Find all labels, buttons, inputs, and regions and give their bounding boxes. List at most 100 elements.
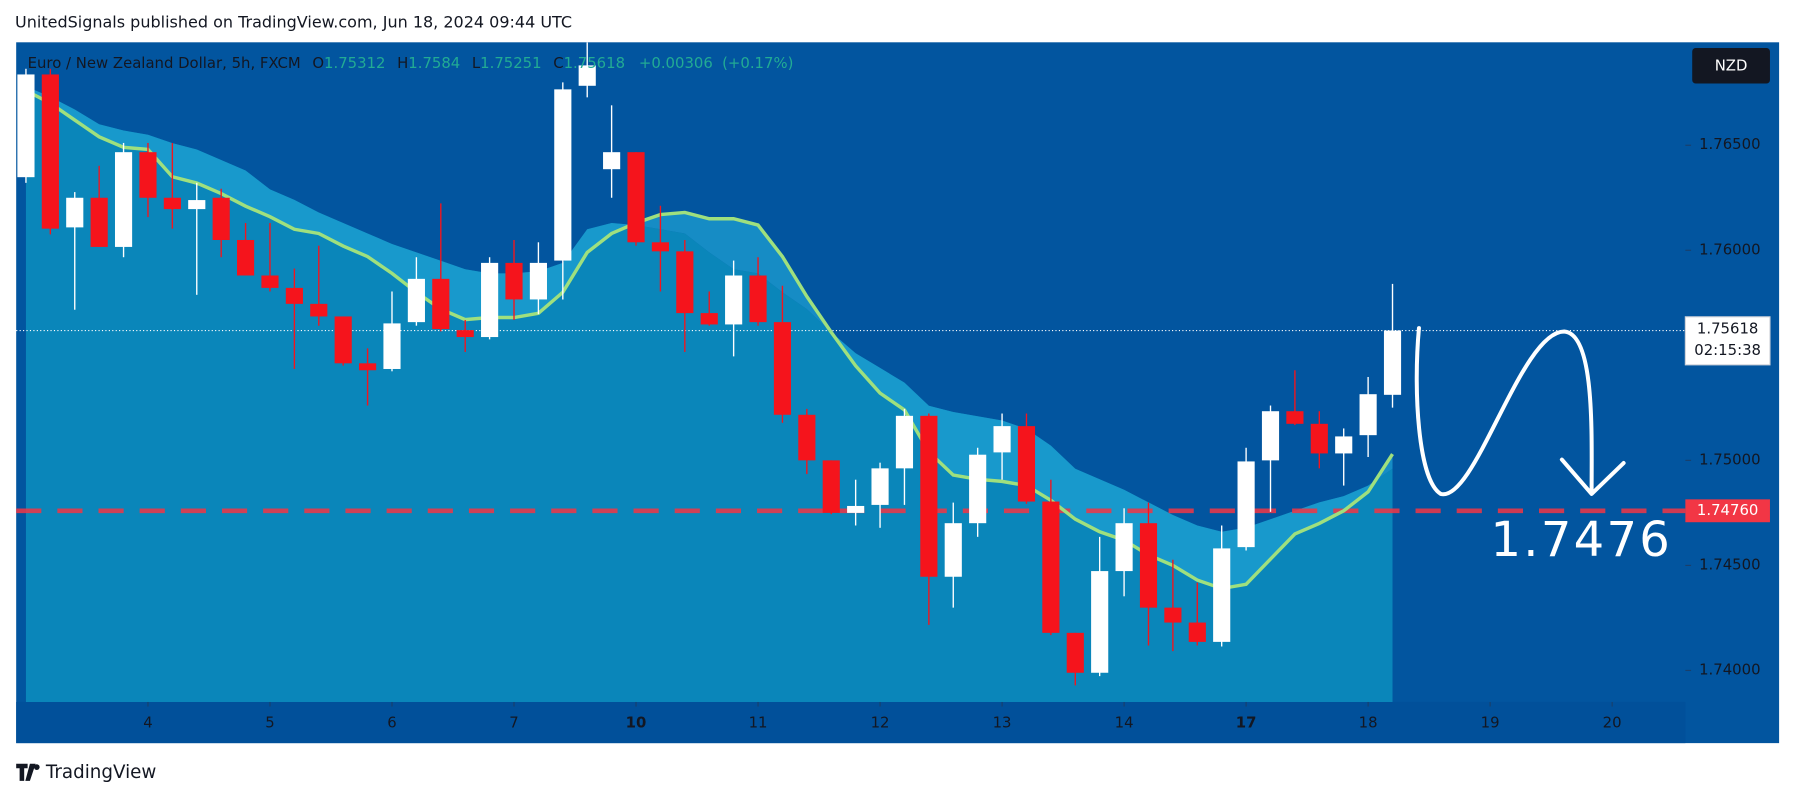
level-price-label: 1.74760: [1697, 501, 1758, 519]
candle-body: [163, 197, 181, 210]
candle-body: [798, 414, 816, 461]
candle-body: [1335, 436, 1353, 454]
candle-body: [603, 152, 621, 170]
footer-brand: TradingView: [45, 762, 157, 783]
candle-body: [285, 287, 303, 304]
candle-body: [1164, 607, 1182, 623]
candle-body: [90, 197, 108, 247]
candle-body: [359, 363, 377, 371]
o-label: O: [312, 54, 324, 72]
y-tick-label: 1.76500: [1699, 135, 1760, 153]
candle-body: [236, 239, 255, 276]
candle-body: [725, 275, 743, 325]
h-value: 1.7584: [408, 54, 460, 72]
header: UnitedSignals published on TradingView.c…: [15, 12, 572, 31]
candle-body: [310, 303, 328, 317]
currency: NZD: [1715, 56, 1748, 74]
countdown: 02:15:38: [1694, 341, 1761, 359]
x-tick-label: 17: [1236, 714, 1257, 732]
c-label: C: [553, 54, 563, 72]
x-tick-label: 14: [1115, 714, 1134, 732]
candle-body: [578, 65, 596, 86]
candle-body: [651, 242, 669, 252]
change-pct: (+0.17%): [722, 54, 793, 72]
candle-body: [1115, 523, 1133, 572]
currency-badge[interactable]: [1692, 48, 1770, 84]
x-tick-label: 4: [143, 714, 152, 732]
y-tick-label: 1.75000: [1699, 450, 1760, 468]
candle-body: [847, 505, 865, 513]
candle-body: [920, 415, 938, 577]
ma-line: [25, 89, 1394, 591]
candle-body: [1139, 523, 1158, 608]
candle-body: [749, 275, 767, 323]
candle-body: [481, 262, 499, 338]
candle-body: [676, 251, 694, 314]
hand-drawn-arrow: [1414, 326, 1626, 496]
candle-body: [188, 200, 206, 210]
candle-body: [505, 262, 523, 300]
candle-body: [554, 89, 572, 261]
plot: 1.740001.745001.750001.755001.760001.765…: [16, 42, 1761, 732]
l-label: L: [472, 54, 481, 72]
candle-body: [529, 262, 547, 300]
x-tick-label: 11: [749, 714, 768, 732]
candle-body: [383, 323, 401, 369]
candle-body: [627, 152, 645, 243]
x-tick-label: 13: [993, 714, 1012, 732]
candle-body: [969, 454, 987, 524]
candle-body: [1188, 622, 1206, 642]
x-tick-label: 5: [265, 714, 274, 732]
candle-body: [1237, 461, 1255, 548]
logo-icon: [16, 763, 36, 781]
x-tick-label: 7: [509, 714, 518, 732]
y-tick-label: 1.74000: [1699, 660, 1760, 678]
candle-body: [139, 152, 157, 198]
l-value: 1.75251: [480, 54, 541, 72]
candle-body: [1213, 548, 1231, 642]
candle-body: [822, 460, 840, 513]
candle-body: [1383, 330, 1402, 395]
candle-body: [432, 278, 450, 330]
candle-body: [1261, 411, 1280, 461]
candle-body: [1066, 632, 1084, 673]
candle-body: [334, 316, 352, 364]
candle-body: [407, 278, 425, 323]
c-value: 1.75618: [564, 54, 625, 72]
y-tick-label: 1.74500: [1699, 555, 1760, 573]
last-price-box: [1684, 316, 1771, 366]
candle-body: [895, 415, 914, 469]
candle-body: [871, 468, 889, 505]
level-annotation: 1.7476: [1490, 512, 1672, 568]
candle-body: [1017, 426, 1036, 502]
candle-body: [17, 74, 35, 178]
time-axis: [16, 701, 1686, 744]
candle-body: [1042, 501, 1060, 633]
change: +0.00306: [639, 54, 713, 72]
candle-body: [41, 74, 59, 229]
symbol-title: Euro / New Zealand Dollar, 5h, FXCM: [28, 54, 301, 72]
candle-body: [944, 523, 962, 577]
candle-body: [66, 197, 84, 228]
candle-body: [1359, 394, 1377, 436]
candle-body: [261, 275, 279, 288]
candle-body: [1286, 411, 1304, 424]
logo-dot: [33, 764, 40, 770]
candle-body: [700, 313, 718, 325]
h-label: H: [397, 54, 408, 72]
x-tick-label: 18: [1359, 714, 1378, 732]
candle-body: [456, 330, 474, 338]
candle-body: [993, 426, 1011, 453]
candle-body: [773, 322, 792, 415]
x-tick-label: 6: [387, 714, 396, 732]
candle-body: [114, 152, 133, 247]
level-price-box: [1685, 499, 1770, 523]
x-tick-label: 12: [871, 714, 890, 732]
x-tick-label: 20: [1603, 714, 1622, 732]
footer-logo: [16, 763, 40, 781]
band-ribbon: [25, 86, 1393, 589]
candle-body: [1310, 423, 1328, 454]
legend: Euro / New Zealand Dollar, 5h, FXCM O 1.7…: [28, 54, 794, 72]
